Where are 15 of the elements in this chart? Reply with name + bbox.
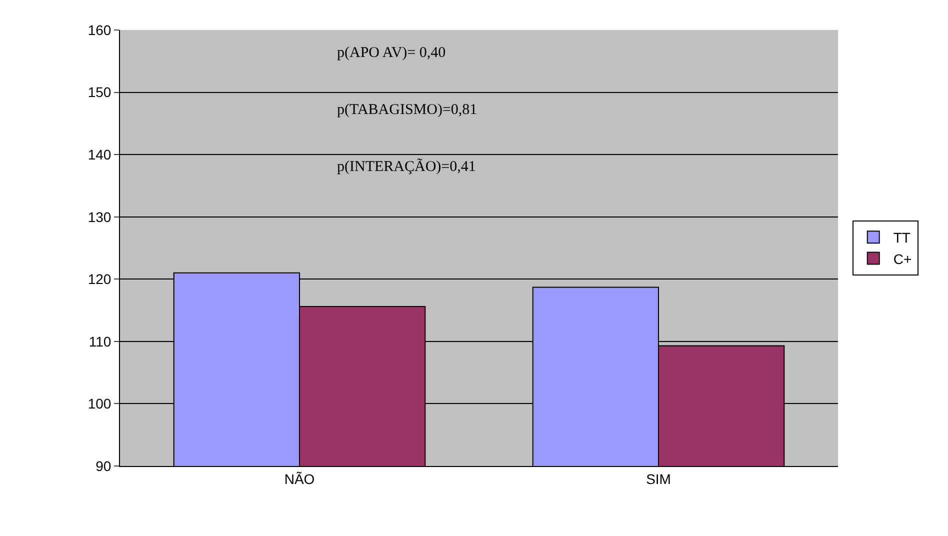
y-tick-label: 130: [88, 208, 112, 225]
legend-label: TT: [893, 230, 911, 246]
annotation: p(INTERAÇÃO)=0,41: [337, 158, 476, 175]
x-tick-label: SIM: [646, 470, 671, 487]
x-tick-label: NÃO: [284, 470, 315, 487]
y-tick-label: 120: [88, 271, 112, 288]
y-tick-label: 140: [88, 146, 112, 162]
y-tick-label: 100: [88, 396, 112, 412]
y-tick-label: 160: [88, 22, 112, 38]
y-tick-label: 110: [88, 333, 112, 350]
y-tick-label: 150: [88, 84, 112, 100]
y-tick-label: 90: [96, 458, 112, 474]
annotation: p(TABAGISMO)=0,81: [337, 102, 478, 118]
legend-label: C+: [893, 250, 912, 267]
annotation: p(APO AV)= 0,40: [337, 45, 446, 61]
